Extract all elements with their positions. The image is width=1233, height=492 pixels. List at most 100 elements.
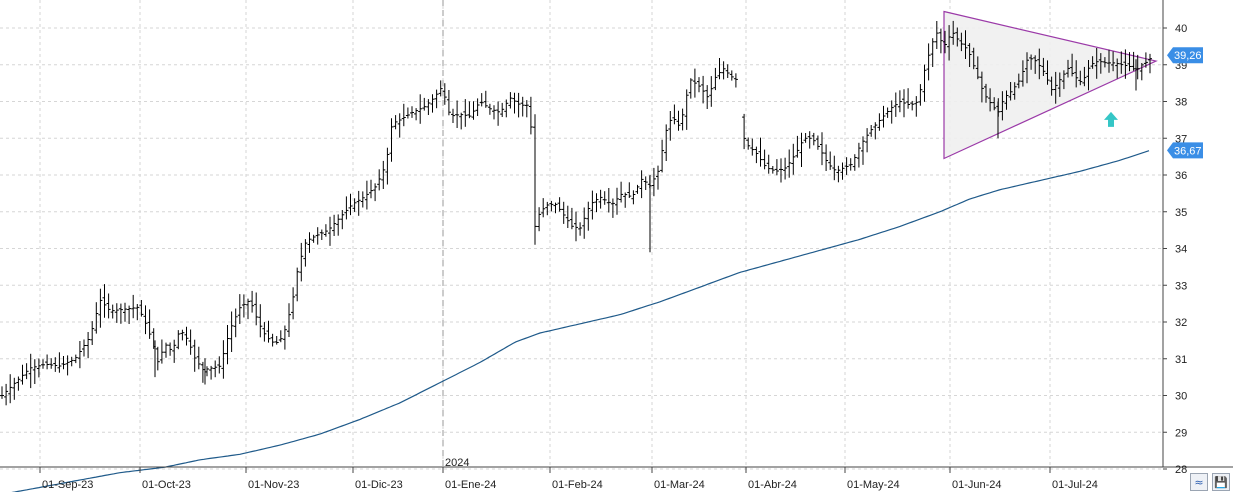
ohlc-bar [73,354,78,364]
ohlc-bar [180,329,185,341]
ohlc-bar [1131,51,1136,71]
ohlc-bar [869,125,874,137]
ohlc-bar [902,89,906,118]
ohlc-bar [660,139,665,173]
ohlc-bar [385,147,390,185]
ohlc-bars [0,20,1152,406]
ohlc-bar [28,353,33,389]
ohlc-bar [984,83,988,103]
ohlc-bar [487,103,492,115]
ohlc-bar [131,294,136,319]
ohlc-bar [930,38,935,67]
ohlc-bar [369,179,373,199]
ohlc-bar [824,144,829,171]
ohlc-bar [135,304,140,321]
ohlc-bar [410,106,414,118]
ohlc-bar [541,198,546,218]
ohlc-bar [676,110,681,131]
ohlc-bar [967,43,972,67]
ohlc-bar [713,67,718,91]
ohlc-bar [512,92,517,114]
ohlc-bar [578,222,583,236]
ohlc-bar [246,298,250,320]
ohlc-bar [856,142,861,168]
ohlc-bar [176,330,181,350]
moving-average-tag: 36,67 [1167,142,1203,159]
ohlc-bar [213,360,218,378]
ohlc-bar [656,165,660,190]
ohlc-bar [852,154,857,171]
ohlc-bar [692,68,697,98]
ohlc-bar [442,83,447,105]
ohlc-bar [295,267,300,302]
ohlc-bar [49,358,54,369]
x-tick-label: 01-May-24 [847,479,900,491]
ohlc-bar [77,341,82,369]
x-tick-label: 01-Dic-23 [355,479,403,491]
year-marker-label: 2024 [445,457,469,469]
ohlc-bar [328,216,332,246]
ohlc-bar [758,137,763,167]
ohlc-bar [90,321,95,345]
ohlc-bar [61,356,66,370]
ohlc-bar [1070,53,1075,77]
ohlc-bar [627,182,632,198]
ohlc-bar [422,97,427,111]
ohlc-bar [955,27,960,47]
ohlc-bar [779,158,783,183]
ohlc-bar [155,346,160,371]
ohlc-bar [8,374,13,404]
ohlc-bar [709,76,714,107]
ohlc-bar [828,151,833,170]
ohlc-bar [184,326,189,346]
save-icon[interactable]: 💾 [1212,473,1230,491]
ohlc-bar [934,21,939,49]
price-tags: 39,26 36,67 [1167,47,1203,159]
moving-average-line [11,150,1150,492]
ohlc-bar [602,191,607,205]
ohlc-bar [799,132,804,167]
ohlc-bar [401,103,406,127]
ohlc-bar [623,192,628,208]
ohlc-bar [1045,60,1050,85]
ohlc-bar [1082,66,1087,87]
ohlc-bar [524,100,529,118]
ohlc-bar [20,364,25,385]
ohlc-bar [168,342,173,356]
ohlc-bar [697,77,701,93]
ohlc-bar [619,181,624,203]
ohlc-bar [643,176,648,190]
ohlc-bar [774,159,779,176]
y-tick-label: 28 [1175,464,1187,476]
y-tick-label: 35 [1175,207,1187,219]
ohlc-bar [733,73,738,88]
ohlc-bar [1008,82,1013,101]
ohlc-bar [266,320,271,343]
x-tick-label: 01-Jun-24 [952,479,1002,491]
ohlc-bar [319,229,324,240]
ohlc-bar [1143,52,1148,68]
ohlc-bar [496,101,501,126]
ohlc-bar [893,92,898,117]
ohlc-bar [16,376,21,391]
ohlc-bar [1078,70,1083,86]
ohlc-bar [12,377,17,400]
x-tick-label: 01-Ene-24 [445,479,496,491]
ohlc-bar [594,193,599,213]
ohlc-bar [582,207,587,239]
last-price-tag: 39,26 [1167,47,1203,64]
ohlc-bar [815,135,820,150]
ohlc-bar [836,165,841,183]
ohlc-bar [615,187,619,215]
ohlc-bar [590,190,595,220]
ohlc-bar [127,305,132,324]
ohlc-bar [668,111,673,141]
ohlc-bar [975,56,980,80]
ohlc-bar [885,107,890,118]
ohlc-bar [684,89,689,130]
ohlc-bar [1012,82,1017,100]
ohlc-bar [791,143,796,175]
wave-tool-icon[interactable]: ≈ [1190,473,1208,491]
ohlc-bar [914,96,919,117]
